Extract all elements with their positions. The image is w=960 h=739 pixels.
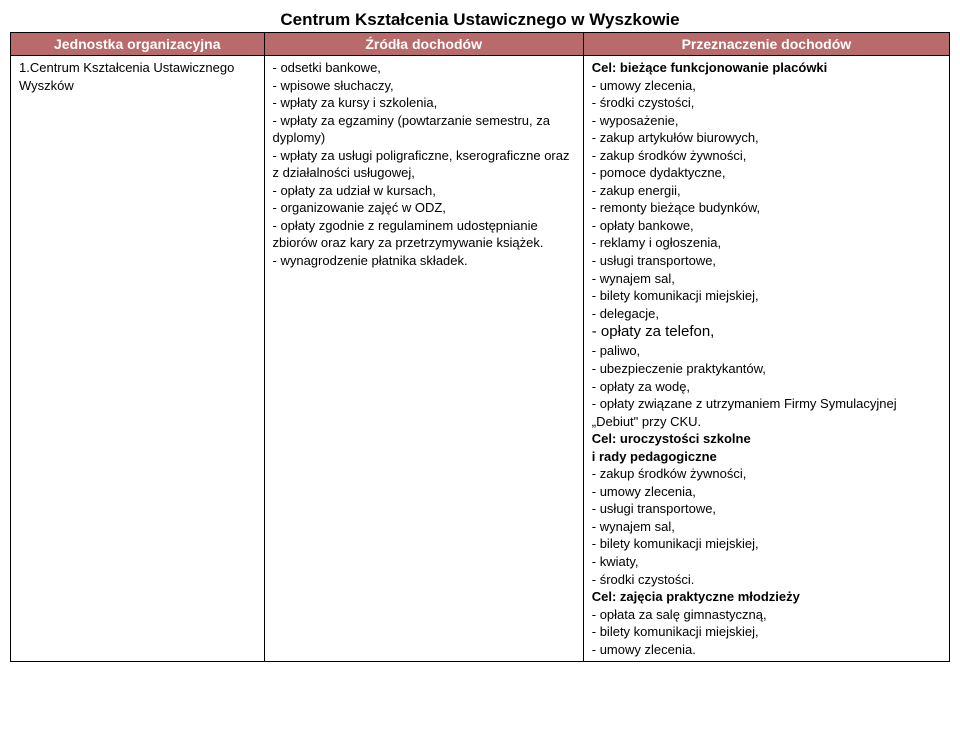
purpose-telefon: - opłaty za telefon, <box>592 323 715 340</box>
goal3-label: Cel: zajęcia praktyczne młodzieży <box>592 589 800 604</box>
header-unit: Jednostka organizacyjna <box>11 33 265 56</box>
cell-sources: - odsetki bankowe, - wpisowe słuchaczy, … <box>264 56 583 662</box>
goal1-label: Cel: bieżące funkcjonowanie placówki <box>592 60 828 75</box>
main-table: Jednostka organizacyjna Źródła dochodów … <box>10 32 950 662</box>
purpose-block3: - opłata za salę gimnastyczną, - bilety … <box>592 607 767 657</box>
goal2a-label: Cel: uroczystości szkolne <box>592 431 751 446</box>
header-sources: Źródła dochodów <box>264 33 583 56</box>
page-title: Centrum Kształcenia Ustawicznego w Wyszk… <box>10 10 950 30</box>
cell-unit: 1.Centrum Kształcenia Ustawicznego Wyszk… <box>11 56 265 662</box>
table-row: 1.Centrum Kształcenia Ustawicznego Wyszk… <box>11 56 950 662</box>
purpose-block1b: - paliwo, - ubezpieczenie praktykantów, … <box>592 343 897 428</box>
purpose-block2: - zakup środków żywności, - umowy zlecen… <box>592 466 759 586</box>
header-row: Jednostka organizacyjna Źródła dochodów … <box>11 33 950 56</box>
header-purpose: Przeznaczenie dochodów <box>583 33 949 56</box>
cell-purpose: Cel: bieżące funkcjonowanie placówki - u… <box>583 56 949 662</box>
purpose-block1: - umowy zlecenia, - środki czystości, - … <box>592 78 760 321</box>
goal2b-label: i rady pedagogiczne <box>592 449 717 464</box>
